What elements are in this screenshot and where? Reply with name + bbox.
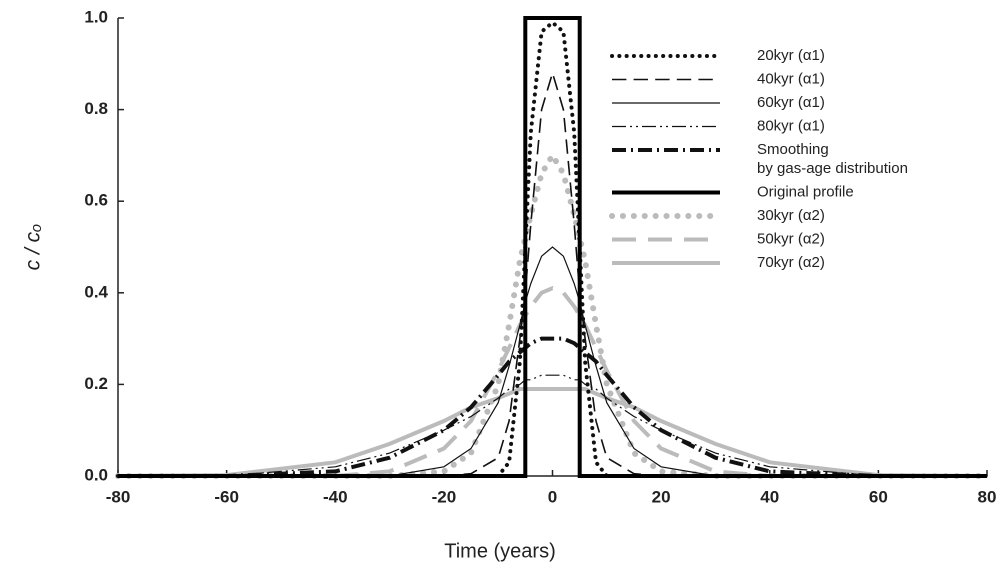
x-tick-label: 60: [869, 487, 888, 506]
series-line: [117, 387, 988, 478]
x-tick-label: 20: [652, 487, 671, 506]
legend-label: 30kyr (α2): [757, 207, 825, 224]
series-line: [118, 16, 987, 478]
y-tick-label: 0.0: [84, 465, 108, 484]
x-axis-label: Time (years): [444, 540, 555, 562]
y-tick-label: 1.0: [84, 7, 108, 26]
legend-label: 20kyr (α1): [757, 47, 825, 64]
series-line: [115, 149, 990, 479]
x-tick-label: 0: [548, 487, 557, 506]
legend-label: 40kyr (α1): [757, 70, 825, 87]
legend-label: 80kyr (α1): [757, 117, 825, 134]
series-line: [116, 19, 989, 478]
legend-label: 50kyr (α2): [757, 230, 825, 247]
legend-label: 70kyr (α2): [757, 254, 825, 271]
series-line: [118, 246, 987, 477]
y-axis-label: c / cₒ: [22, 224, 45, 271]
series-line: [118, 70, 987, 477]
x-tick-label: 40: [760, 487, 779, 506]
y-tick-label: 0.2: [84, 374, 108, 393]
legend-label: 60kyr (α1): [757, 94, 825, 111]
legend-label: Smoothing by gas-age distribution: [757, 141, 908, 177]
y-tick-label: 0.8: [84, 99, 108, 118]
x-tick-label: -40: [323, 487, 348, 506]
legend: 20kyr (α1) 40kyr (α1) 60kyr (α1) 80kyr (α1)…: [609, 47, 908, 271]
legend-label: Original profile: [757, 183, 854, 200]
x-tick-label: 80: [978, 487, 997, 506]
x-tick-label: -60: [214, 487, 239, 506]
x-tick-label: -80: [106, 487, 131, 506]
y-tick-label: 0.4: [84, 282, 108, 301]
y-tick-label: 0.6: [84, 191, 108, 210]
x-tick-label: -20: [432, 487, 457, 506]
series-line: [118, 336, 987, 478]
series-line: [118, 286, 987, 478]
